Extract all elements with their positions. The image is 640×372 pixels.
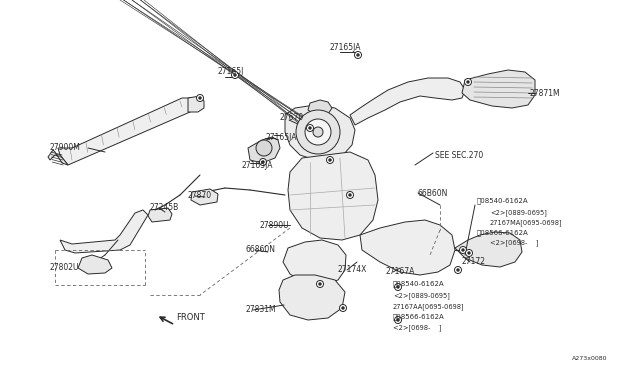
Text: 27670: 27670 [280, 113, 304, 122]
Circle shape [357, 54, 359, 56]
Circle shape [256, 140, 272, 156]
Polygon shape [78, 255, 112, 274]
Circle shape [339, 305, 346, 311]
Circle shape [296, 110, 340, 154]
Polygon shape [60, 210, 148, 253]
Circle shape [309, 127, 311, 129]
Circle shape [232, 71, 239, 78]
Polygon shape [48, 150, 68, 165]
Text: 27165J: 27165J [218, 67, 244, 77]
Text: 27167MA[0695-0698]: 27167MA[0695-0698] [490, 219, 563, 227]
Text: FRONT: FRONT [176, 314, 205, 323]
Text: 27167AA[0695-0698]: 27167AA[0695-0698] [393, 304, 465, 310]
Circle shape [342, 307, 344, 309]
Circle shape [460, 247, 467, 253]
Polygon shape [360, 220, 455, 275]
Circle shape [199, 97, 201, 99]
Circle shape [454, 266, 461, 273]
Polygon shape [285, 105, 355, 160]
Text: 27165JA: 27165JA [241, 160, 273, 170]
Circle shape [346, 192, 353, 199]
Text: 27802U: 27802U [50, 263, 79, 273]
Text: Ⓝ08540-6162A: Ⓝ08540-6162A [393, 281, 445, 287]
Polygon shape [455, 232, 522, 267]
Circle shape [262, 161, 264, 163]
Text: <2>[0698-    ]: <2>[0698- ] [393, 325, 442, 331]
Text: 27167A: 27167A [385, 267, 414, 276]
Text: Ⓝ08566-6162A: Ⓝ08566-6162A [393, 314, 445, 320]
Polygon shape [308, 100, 332, 115]
Circle shape [259, 158, 266, 166]
Polygon shape [288, 152, 378, 240]
Text: 27174X: 27174X [338, 266, 367, 275]
Text: 27831M: 27831M [245, 305, 276, 314]
Text: <2>[0889-0695]: <2>[0889-0695] [393, 293, 450, 299]
Polygon shape [350, 78, 465, 125]
Circle shape [317, 280, 323, 288]
Circle shape [394, 283, 401, 291]
Circle shape [397, 286, 399, 288]
Text: Ⓝ08566-6162A: Ⓝ08566-6162A [477, 230, 529, 236]
Polygon shape [188, 96, 204, 112]
Polygon shape [191, 189, 218, 205]
Polygon shape [58, 98, 200, 165]
Text: 66B60N: 66B60N [418, 189, 449, 198]
Circle shape [355, 51, 362, 58]
Text: 27165JA: 27165JA [266, 132, 298, 141]
Circle shape [394, 317, 401, 324]
Circle shape [349, 194, 351, 196]
Text: SEE SEC.270: SEE SEC.270 [435, 151, 483, 160]
Text: <2>[0698-    ]: <2>[0698- ] [490, 240, 538, 246]
Text: <2>[0889-0695]: <2>[0889-0695] [490, 210, 547, 217]
Circle shape [465, 78, 472, 86]
Text: 27172: 27172 [462, 257, 486, 266]
Circle shape [465, 250, 472, 257]
Circle shape [234, 74, 236, 76]
Circle shape [305, 119, 331, 145]
Circle shape [457, 269, 460, 271]
Circle shape [313, 127, 323, 137]
Text: 27890U: 27890U [260, 221, 290, 230]
Circle shape [319, 283, 321, 285]
Text: 27165JA: 27165JA [329, 42, 360, 51]
Text: Ⓝ08540-6162A: Ⓝ08540-6162A [477, 198, 529, 204]
Polygon shape [148, 208, 172, 222]
Circle shape [397, 319, 399, 321]
Circle shape [307, 125, 314, 131]
Polygon shape [283, 240, 346, 285]
Circle shape [468, 252, 470, 254]
Text: 27245B: 27245B [150, 203, 179, 212]
Text: A273x0080: A273x0080 [572, 356, 607, 360]
Polygon shape [248, 137, 280, 163]
Circle shape [329, 159, 332, 161]
Text: 66860N: 66860N [246, 246, 276, 254]
Text: 27900M: 27900M [50, 144, 81, 153]
Circle shape [467, 81, 469, 83]
Polygon shape [279, 275, 345, 320]
Circle shape [326, 157, 333, 164]
Circle shape [196, 94, 204, 102]
Circle shape [462, 249, 464, 251]
Text: 27870: 27870 [187, 192, 211, 201]
Text: 27871M: 27871M [530, 89, 561, 97]
Polygon shape [462, 70, 535, 108]
